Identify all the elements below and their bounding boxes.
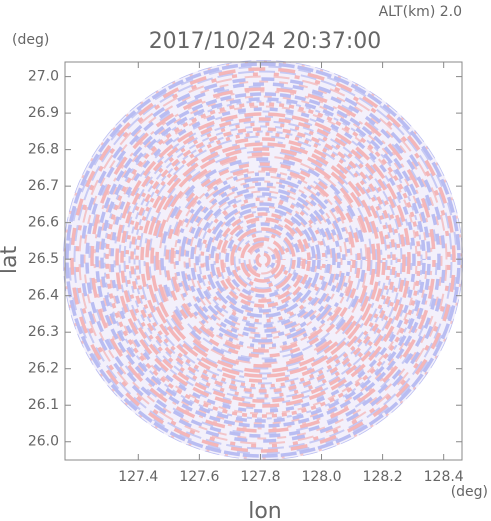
y-tick-label: 27.0	[28, 69, 59, 85]
echo-ring	[245, 242, 281, 278]
echo-ring	[80, 77, 446, 443]
y-tick-label: 26.8	[28, 142, 59, 158]
echo-ring	[145, 142, 381, 378]
echo-ring	[243, 240, 283, 280]
echo-ring	[73, 70, 453, 450]
echo-ring	[123, 120, 403, 400]
echo-ring	[105, 102, 421, 418]
echo-ring	[63, 60, 463, 460]
y-tick-label: 26.0	[28, 434, 59, 450]
y-tick-label: 26.2	[28, 361, 59, 377]
echo-ring	[155, 152, 371, 368]
echo-ring	[100, 97, 426, 423]
echo-ring	[160, 157, 366, 363]
y-tick-label: 26.3	[28, 324, 59, 340]
x-axis-label: lon	[248, 499, 282, 521]
echo-ring	[178, 175, 348, 345]
echo-ring	[188, 185, 338, 335]
echo-ring	[220, 217, 306, 303]
echo-ring	[170, 167, 356, 353]
y-tick-label: 26.9	[28, 105, 59, 121]
echo-ring	[175, 172, 351, 348]
x-tick-label: 128.4	[424, 469, 464, 485]
echo-ring	[143, 140, 383, 380]
x-tick-label: 127.4	[118, 469, 158, 485]
echo-ring	[195, 192, 331, 328]
echo-ring	[165, 162, 361, 358]
echo-ring	[210, 207, 316, 313]
echo-ring	[190, 187, 336, 333]
echo-ring	[135, 132, 391, 388]
y-axis-label: lat	[0, 246, 22, 275]
x-tick-label: 127.8	[240, 469, 280, 485]
echo-ring	[163, 160, 363, 360]
echo-ring	[205, 202, 321, 318]
echo-ring	[130, 127, 396, 393]
echo-ring	[70, 67, 456, 453]
echo-ring	[213, 210, 313, 310]
echo-ring	[150, 147, 376, 373]
echo-ring	[148, 145, 378, 375]
echo-ring	[90, 87, 436, 433]
y-tick-label: 26.5	[28, 251, 59, 267]
echo-ring	[203, 200, 323, 320]
echo-ring	[113, 110, 413, 410]
echo-ring	[225, 222, 301, 298]
y-tick-label: 26.6	[28, 215, 59, 231]
echo-ring	[118, 115, 408, 405]
altitude-label: ALT(km) 2.0	[379, 4, 462, 20]
plot-frame	[64, 61, 463, 461]
x-tick-label: 128.2	[363, 469, 403, 485]
echo-ring	[85, 82, 441, 438]
y-unit: (deg)	[12, 32, 49, 48]
echo-ring	[120, 117, 406, 403]
echo-ring	[183, 180, 343, 340]
echo-ring	[230, 227, 296, 293]
echo-ring	[233, 230, 293, 290]
x-tick-label: 127.6	[179, 469, 219, 485]
echo-ring	[240, 237, 286, 283]
echo-ring	[198, 195, 328, 325]
echo-ring	[140, 137, 386, 383]
echo-ring	[125, 122, 401, 398]
echo-ring	[168, 165, 358, 355]
echo-ring	[223, 220, 303, 300]
echo-ring	[180, 177, 346, 343]
y-tick-label: 26.4	[28, 288, 59, 304]
echo-ring	[138, 135, 388, 385]
echo-ring	[173, 170, 353, 350]
echo-ring	[215, 212, 311, 308]
echo-ring	[255, 252, 271, 268]
echo-ring	[115, 112, 411, 408]
echo-pattern	[63, 60, 463, 460]
echo-ring	[208, 205, 318, 315]
x-unit: (deg)	[451, 484, 488, 500]
echo-ring	[93, 90, 433, 430]
echo-ring	[158, 155, 368, 365]
echo-ring	[83, 80, 443, 440]
x-tick-label: 128.0	[301, 469, 341, 485]
echo-ring	[218, 215, 308, 305]
echo-ring	[65, 62, 461, 458]
echo-ring	[238, 235, 288, 285]
echo-ring	[103, 100, 423, 420]
echo-ring	[133, 130, 393, 390]
echo-ring	[153, 150, 373, 370]
y-tick-label: 26.1	[28, 397, 59, 413]
echo-ring	[248, 245, 278, 275]
chart-title: 2017/10/24 20:37:00	[149, 29, 382, 54]
echo-ring	[95, 92, 431, 428]
y-tick-label: 26.7	[28, 178, 59, 194]
echo-ring	[128, 125, 398, 395]
echo-ring	[253, 250, 273, 270]
echo-ring	[110, 107, 416, 413]
